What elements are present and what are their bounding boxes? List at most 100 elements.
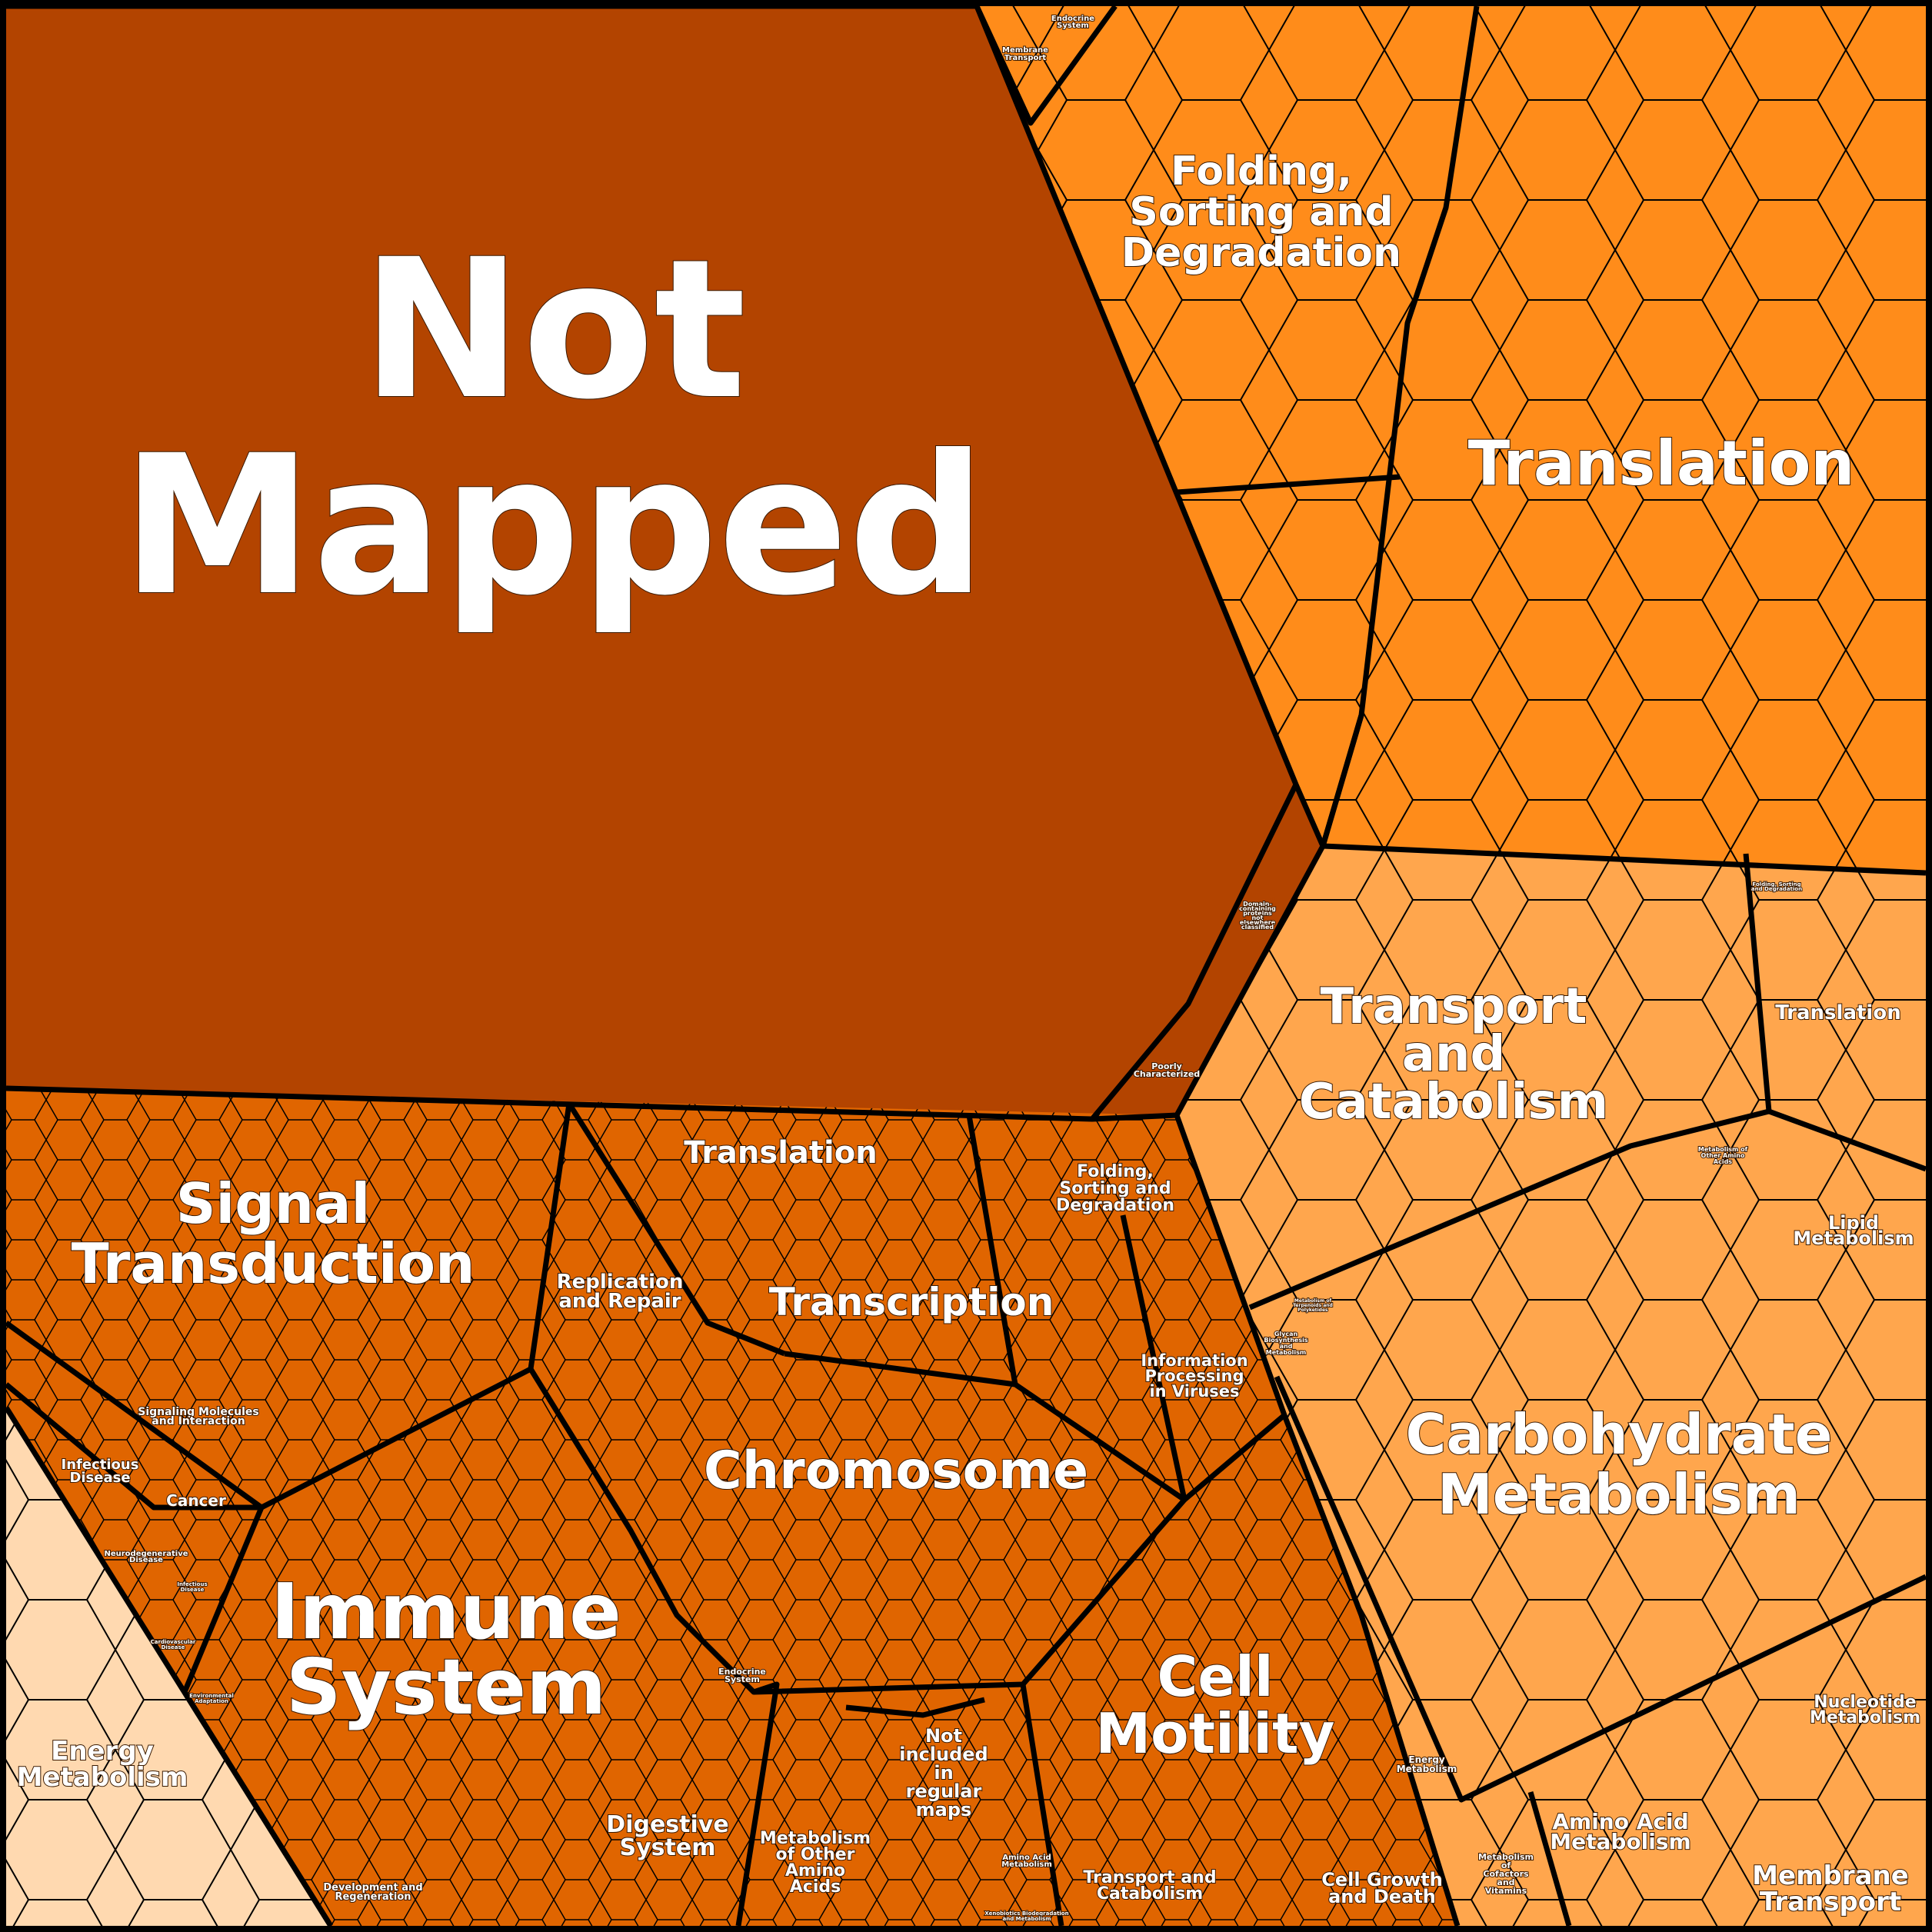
label-line: Endocrine	[1051, 15, 1094, 23]
label-line: Terpenoids and	[1293, 1303, 1333, 1308]
label-line: of Other	[776, 1845, 855, 1864]
label-line: Other Amino	[1701, 1152, 1745, 1159]
label-line: Transport	[1760, 1887, 1901, 1917]
region-border	[1176, 474, 1401, 495]
genetic-information-region-cells	[977, 6, 1926, 873]
label-line: Membrane	[1002, 46, 1048, 55]
label-line: of	[1501, 1860, 1511, 1870]
label-endocrine-top: Endocrine System	[1051, 15, 1094, 30]
label-line: Metabolism	[1397, 1764, 1457, 1774]
label-line: containing	[1239, 905, 1276, 912]
label-line: Domain-	[1243, 901, 1272, 908]
label-line: Cancer	[166, 1491, 226, 1510]
label-line: Transport	[1004, 54, 1046, 62]
label-line: Catabolism	[1097, 1884, 1203, 1904]
label-line: Acids	[790, 1877, 841, 1897]
label-line: Transcription	[769, 1280, 1054, 1324]
label-line: Acids	[1714, 1158, 1732, 1165]
label-line: Metabolism	[1810, 1708, 1920, 1727]
label-line: Cofactors	[1483, 1869, 1529, 1879]
label-not-mapped: Not Mapped	[122, 218, 986, 638]
label-signal-transduction: Signal Transduction	[72, 1171, 475, 1296]
label-line: System	[1057, 22, 1089, 30]
label-line: Metabolism	[1001, 1860, 1052, 1869]
label-line: maps	[916, 1799, 972, 1820]
label-immune: Immune System	[271, 1567, 621, 1732]
label-line: and	[1280, 1343, 1293, 1350]
label-line: not	[1251, 914, 1263, 921]
label-line: Infectious	[62, 1457, 139, 1473]
label-line: Translation	[1775, 1001, 1900, 1024]
label-line: Infectious	[177, 1581, 207, 1587]
label-line: Regeneration	[335, 1891, 411, 1903]
label-line: Amino Acid	[1552, 1809, 1688, 1834]
label-line: elsewhere	[1240, 919, 1276, 926]
label-line: Glycan	[1274, 1331, 1298, 1337]
label-line: Metabolism of	[1294, 1298, 1332, 1304]
label-domain-containing: Domain-containing proteins not elsewhere cla…	[1239, 901, 1276, 931]
label-line: in Viruses	[1149, 1382, 1239, 1401]
label-folding-mid: Folding, Sorting and Degradation	[1056, 1162, 1174, 1215]
region-border	[1320, 715, 1364, 847]
label-membrane-transport-bottom: Membrane Transport	[1752, 1860, 1909, 1917]
label-line: and Death	[1328, 1886, 1436, 1907]
region-border	[528, 1351, 1188, 1695]
label-infectious-1: Infectious Disease	[62, 1457, 139, 1486]
label-line: Translation	[1468, 428, 1855, 499]
region-border	[1120, 1214, 1188, 1501]
label-line: Processing	[1144, 1367, 1244, 1385]
label-transport-catabolism-right: Transport and Catabolism	[1299, 978, 1608, 1131]
label-cancer: Cancer	[166, 1491, 226, 1510]
label-line: Vitamins	[1485, 1886, 1527, 1896]
label-membrane-transport-top: Membrane Transport	[1002, 46, 1048, 62]
label-line: and	[1497, 1877, 1514, 1887]
label-line: Cell Growth	[1321, 1869, 1442, 1890]
label-line: System	[620, 1834, 716, 1861]
label-line: Carbohydrate	[1405, 1402, 1832, 1467]
label-line: Chromosome	[704, 1441, 1088, 1501]
label-line: Digestive	[606, 1811, 728, 1838]
label-line: Degradation	[1121, 230, 1401, 276]
region-border	[1274, 1375, 1927, 1803]
label-line: Disease	[181, 1587, 205, 1593]
label-line: Disease	[69, 1470, 130, 1486]
label-line: Cardiovascular	[151, 1639, 196, 1645]
label-line: Energy	[1408, 1754, 1444, 1765]
region-border	[4, 1382, 261, 1511]
label-line: Mapped	[122, 414, 986, 638]
label-line: Disease	[162, 1644, 185, 1651]
label-digestive: Digestive System	[606, 1811, 728, 1861]
region-border	[974, 4, 1118, 126]
label-line: Adaptation	[195, 1698, 228, 1704]
label-line: Metabolism	[17, 1762, 188, 1793]
not-mapped-region[interactable]	[6, 6, 1323, 1119]
label-line: included	[899, 1744, 988, 1765]
label-chromosome: Chromosome	[704, 1441, 1088, 1501]
label-amino-acid-right: Amino Acid Metabolism	[1550, 1809, 1690, 1854]
label-line: Metabolism	[1550, 1829, 1690, 1854]
label-amino-acid-mid: Amino Acid Metabolism	[1001, 1854, 1052, 1869]
region-border	[1020, 1684, 1064, 1927]
label-line: Membrane	[1752, 1860, 1909, 1891]
region-border	[1182, 1413, 1287, 1502]
label-line: System	[724, 1674, 760, 1684]
label-line: Motility	[1096, 1701, 1335, 1766]
label-translation-top: Translation	[1468, 428, 1855, 499]
label-not-included: Not included in regular maps	[899, 1725, 988, 1820]
label-nucleotide: Nucleotide Metabolism	[1810, 1693, 1920, 1727]
region-border	[735, 1681, 780, 1927]
label-line: Endocrine	[718, 1667, 766, 1677]
label-line: System	[286, 1642, 607, 1732]
label-folding-right-small: Folding, Sorting and Degradation	[1751, 881, 1802, 892]
label-line: Transport and	[1083, 1868, 1216, 1887]
label-transcription: Transcription	[769, 1280, 1054, 1324]
region-border	[4, 1103, 572, 1511]
label-line: Translation	[684, 1135, 877, 1171]
label-line: Neurodegenerative	[104, 1550, 188, 1558]
region-border	[966, 1114, 1018, 1385]
label-line: Sorting and	[1129, 189, 1393, 235]
label-cofactors: Metabolism of Cofactors and Vitamins	[1478, 1852, 1534, 1896]
label-line: Catabolism	[1299, 1074, 1608, 1131]
label-replication: Replication and Repair	[557, 1271, 684, 1313]
label-line: Degradation	[1056, 1196, 1174, 1215]
